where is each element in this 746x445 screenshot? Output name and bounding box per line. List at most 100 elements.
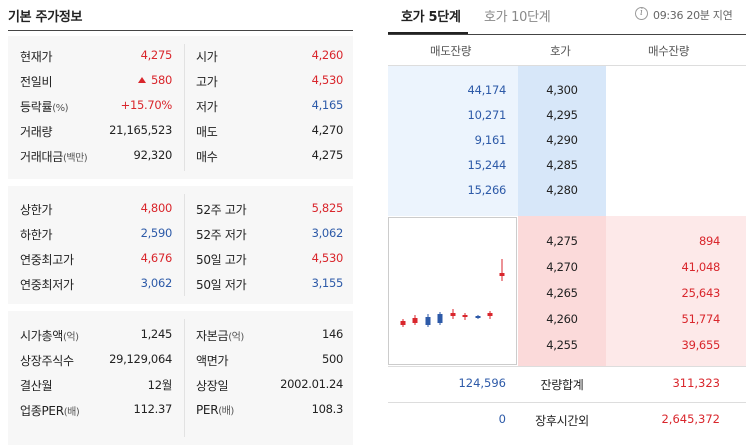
info-value-text: 4,676 bbox=[140, 251, 173, 265]
bid-row: 4,270 41,048 bbox=[388, 255, 746, 279]
info-value-text: 92,320 bbox=[133, 148, 173, 162]
info-label: PER(배) bbox=[196, 402, 234, 417]
info-row: 전일비 580 고가 4,530 bbox=[8, 69, 353, 93]
info-label: 거래대금(백만) bbox=[20, 148, 88, 165]
info-label: 52주 고가 bbox=[196, 201, 247, 218]
info-label-text: 50일 저가 bbox=[196, 278, 247, 292]
info-label-text: 52주 고가 bbox=[196, 203, 247, 217]
ask-price: 4,295 bbox=[546, 108, 578, 122]
info-label-text: 현재가 bbox=[20, 50, 53, 64]
info-value-text: 2,590 bbox=[140, 226, 173, 240]
info-label: 액면가 bbox=[196, 352, 229, 369]
info-value: 146 bbox=[321, 327, 343, 341]
info-label: 매도 bbox=[196, 123, 218, 140]
column-divider bbox=[184, 44, 185, 171]
info-row: 연중최저가 3,062 50일 저가 3,155 bbox=[8, 272, 353, 296]
ask-row: 9,161 4,290 bbox=[388, 128, 746, 152]
info-label: 연중최고가 bbox=[20, 251, 74, 268]
info-label-unit: (억) bbox=[228, 332, 244, 343]
ask-volume-header: 매도잔량 bbox=[430, 44, 472, 58]
info-value: 2,590 bbox=[140, 226, 173, 240]
info-row: 하한가 2,590 52주 저가 3,062 bbox=[8, 222, 353, 246]
bid-row: 4,255 39,655 bbox=[388, 333, 746, 357]
bid-row: 4,265 25,643 bbox=[388, 281, 746, 305]
active-tab-indicator bbox=[388, 32, 468, 34]
candle bbox=[400, 321, 406, 325]
info-row: 상장주식수 29,129,064 액면가 500 bbox=[8, 348, 353, 372]
info-value-text: 580 bbox=[150, 73, 172, 87]
summary-divider bbox=[388, 366, 746, 367]
bid-price: 4,255 bbox=[546, 338, 578, 352]
info-value: 4,800 bbox=[141, 201, 173, 215]
info-label-text: 시가총액 bbox=[20, 329, 63, 343]
info-value-text: 21,165,523 bbox=[109, 123, 172, 137]
info-label: 상장일 bbox=[196, 377, 229, 394]
header-bottom-rule bbox=[388, 65, 746, 66]
bid-volume-header: 매수잔량 bbox=[648, 44, 690, 58]
info-label: 매수 bbox=[196, 148, 218, 165]
bid-price: 4,270 bbox=[546, 260, 578, 274]
ask-row: 10,271 4,295 bbox=[388, 103, 746, 127]
after-hours-ask-volume: 0 bbox=[498, 412, 506, 426]
bid-row: 4,275 894 bbox=[388, 229, 746, 253]
info-label-text: 저가 bbox=[196, 100, 218, 114]
info-label: 자본금(억) bbox=[196, 327, 244, 344]
ask-price: 4,280 bbox=[546, 183, 578, 197]
info-value: 580 bbox=[137, 73, 172, 87]
ask-price-column bbox=[518, 66, 606, 216]
info-row: 업종PER(배) 112.37 PER(배) 108.3 bbox=[8, 398, 353, 422]
info-value: 3,062 bbox=[140, 276, 173, 290]
info-label-unit: (%) bbox=[52, 103, 69, 114]
info-label-text: 상장일 bbox=[196, 379, 229, 393]
info-label: 시가 bbox=[196, 48, 218, 65]
bid-price: 4,275 bbox=[546, 234, 578, 248]
title-divider bbox=[8, 30, 353, 31]
info-label: 고가 bbox=[196, 73, 218, 90]
info-label-text: 매수 bbox=[196, 150, 218, 164]
info-value: 4,676 bbox=[140, 251, 173, 265]
ask-row: 44,174 4,300 bbox=[388, 78, 746, 102]
info-label-text: 상한가 bbox=[20, 203, 53, 217]
info-label-text: 매도 bbox=[196, 125, 218, 139]
info-label: 거래량 bbox=[20, 123, 53, 140]
intraday-mini-chart bbox=[388, 217, 517, 365]
ask-row: 15,244 4,285 bbox=[388, 153, 746, 177]
bid-volume: 51,774 bbox=[681, 312, 721, 326]
info-label-text: PER bbox=[196, 403, 219, 417]
info-value: 112.37 bbox=[134, 402, 173, 416]
info-label-text: 결산월 bbox=[20, 379, 53, 393]
total-residual-row: 124,596 잔량합계 311,323 bbox=[388, 366, 746, 402]
info-label-unit: (배) bbox=[218, 406, 234, 417]
ask-volume: 44,174 bbox=[467, 83, 507, 97]
candle bbox=[499, 273, 505, 276]
info-value: 4,275 bbox=[141, 48, 173, 62]
info-label: 상한가 bbox=[20, 201, 53, 218]
bid-volume: 25,643 bbox=[681, 286, 721, 300]
column-divider bbox=[184, 194, 185, 296]
info-label-text: 시가 bbox=[196, 50, 218, 64]
delay-notice: 09:36 20분 지연 bbox=[653, 9, 733, 22]
info-value: 3,062 bbox=[311, 226, 344, 240]
info-value-text: 3,062 bbox=[140, 276, 173, 290]
info-label: 연중최저가 bbox=[20, 276, 74, 293]
info-value: 4,530 bbox=[311, 251, 344, 265]
info-icon[interactable]: i bbox=[635, 7, 648, 20]
total-label: 잔량합계 bbox=[540, 378, 584, 392]
info-value: 4,275 bbox=[311, 148, 344, 162]
company-info-block: 시가총액(억) 1,245 자본금(억) 146 상장주식수 29,129,064 액면가 5… bbox=[8, 311, 353, 445]
info-label: 52주 저가 bbox=[196, 226, 247, 243]
info-value: 4,165 bbox=[311, 98, 344, 112]
bid-volume: 41,048 bbox=[681, 260, 721, 274]
tab-10-levels[interactable]: 호가 10단계 bbox=[484, 10, 551, 25]
info-label-unit: (억) bbox=[62, 332, 79, 343]
info-label-text: 50일 고가 bbox=[196, 253, 247, 267]
info-value: 108.3 bbox=[311, 402, 344, 416]
ask-volume: 10,271 bbox=[467, 108, 507, 122]
info-value: +15.70% bbox=[121, 98, 173, 112]
info-label: 시가총액(억) bbox=[20, 327, 79, 344]
tab-5-levels[interactable]: 호가 5단계 bbox=[401, 10, 461, 25]
info-label: 저가 bbox=[196, 98, 218, 115]
after-hours-label: 장후시간외 bbox=[535, 414, 589, 428]
info-label-text: 상장주식수 bbox=[20, 354, 74, 368]
info-label: 업종PER(배) bbox=[20, 402, 80, 419]
